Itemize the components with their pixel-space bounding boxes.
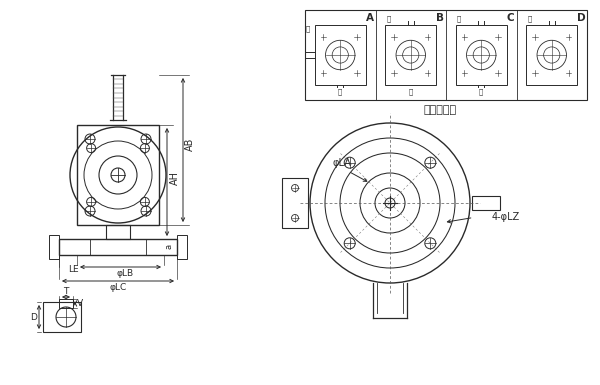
- Bar: [49, 235, 59, 259]
- Text: φLB: φLB: [117, 268, 134, 278]
- Text: 入: 入: [479, 89, 484, 95]
- Text: 入: 入: [386, 15, 391, 22]
- Text: 4-φLZ: 4-φLZ: [491, 213, 520, 223]
- Bar: [77, 125, 159, 225]
- Bar: [59, 299, 73, 308]
- Text: D: D: [31, 313, 37, 321]
- Text: T: T: [64, 288, 68, 296]
- Text: LE: LE: [68, 264, 79, 273]
- Text: φLA: φLA: [333, 158, 352, 168]
- Bar: [385, 25, 436, 85]
- Bar: [282, 178, 308, 228]
- Text: 入: 入: [306, 25, 310, 32]
- Bar: [43, 302, 81, 332]
- Bar: [59, 239, 177, 255]
- Text: φLC: φLC: [109, 283, 127, 293]
- Bar: [106, 225, 130, 239]
- Bar: [90, 239, 146, 255]
- Text: 入: 入: [527, 15, 532, 22]
- Text: a: a: [164, 243, 173, 249]
- Text: 入: 入: [409, 89, 413, 95]
- Bar: [305, 10, 587, 100]
- Text: B: B: [436, 13, 444, 23]
- Bar: [526, 25, 577, 85]
- Text: V: V: [77, 299, 83, 308]
- Text: A: A: [365, 13, 373, 23]
- Text: D: D: [577, 13, 586, 23]
- Bar: [456, 25, 506, 85]
- Bar: [472, 196, 500, 210]
- Text: 轴指向表示: 轴指向表示: [424, 105, 457, 115]
- Text: AH: AH: [170, 171, 180, 185]
- Bar: [315, 25, 365, 85]
- Bar: [177, 235, 187, 259]
- Text: AB: AB: [185, 137, 195, 151]
- Text: 入: 入: [338, 89, 343, 95]
- Text: C: C: [506, 13, 514, 23]
- Text: 入: 入: [457, 15, 461, 22]
